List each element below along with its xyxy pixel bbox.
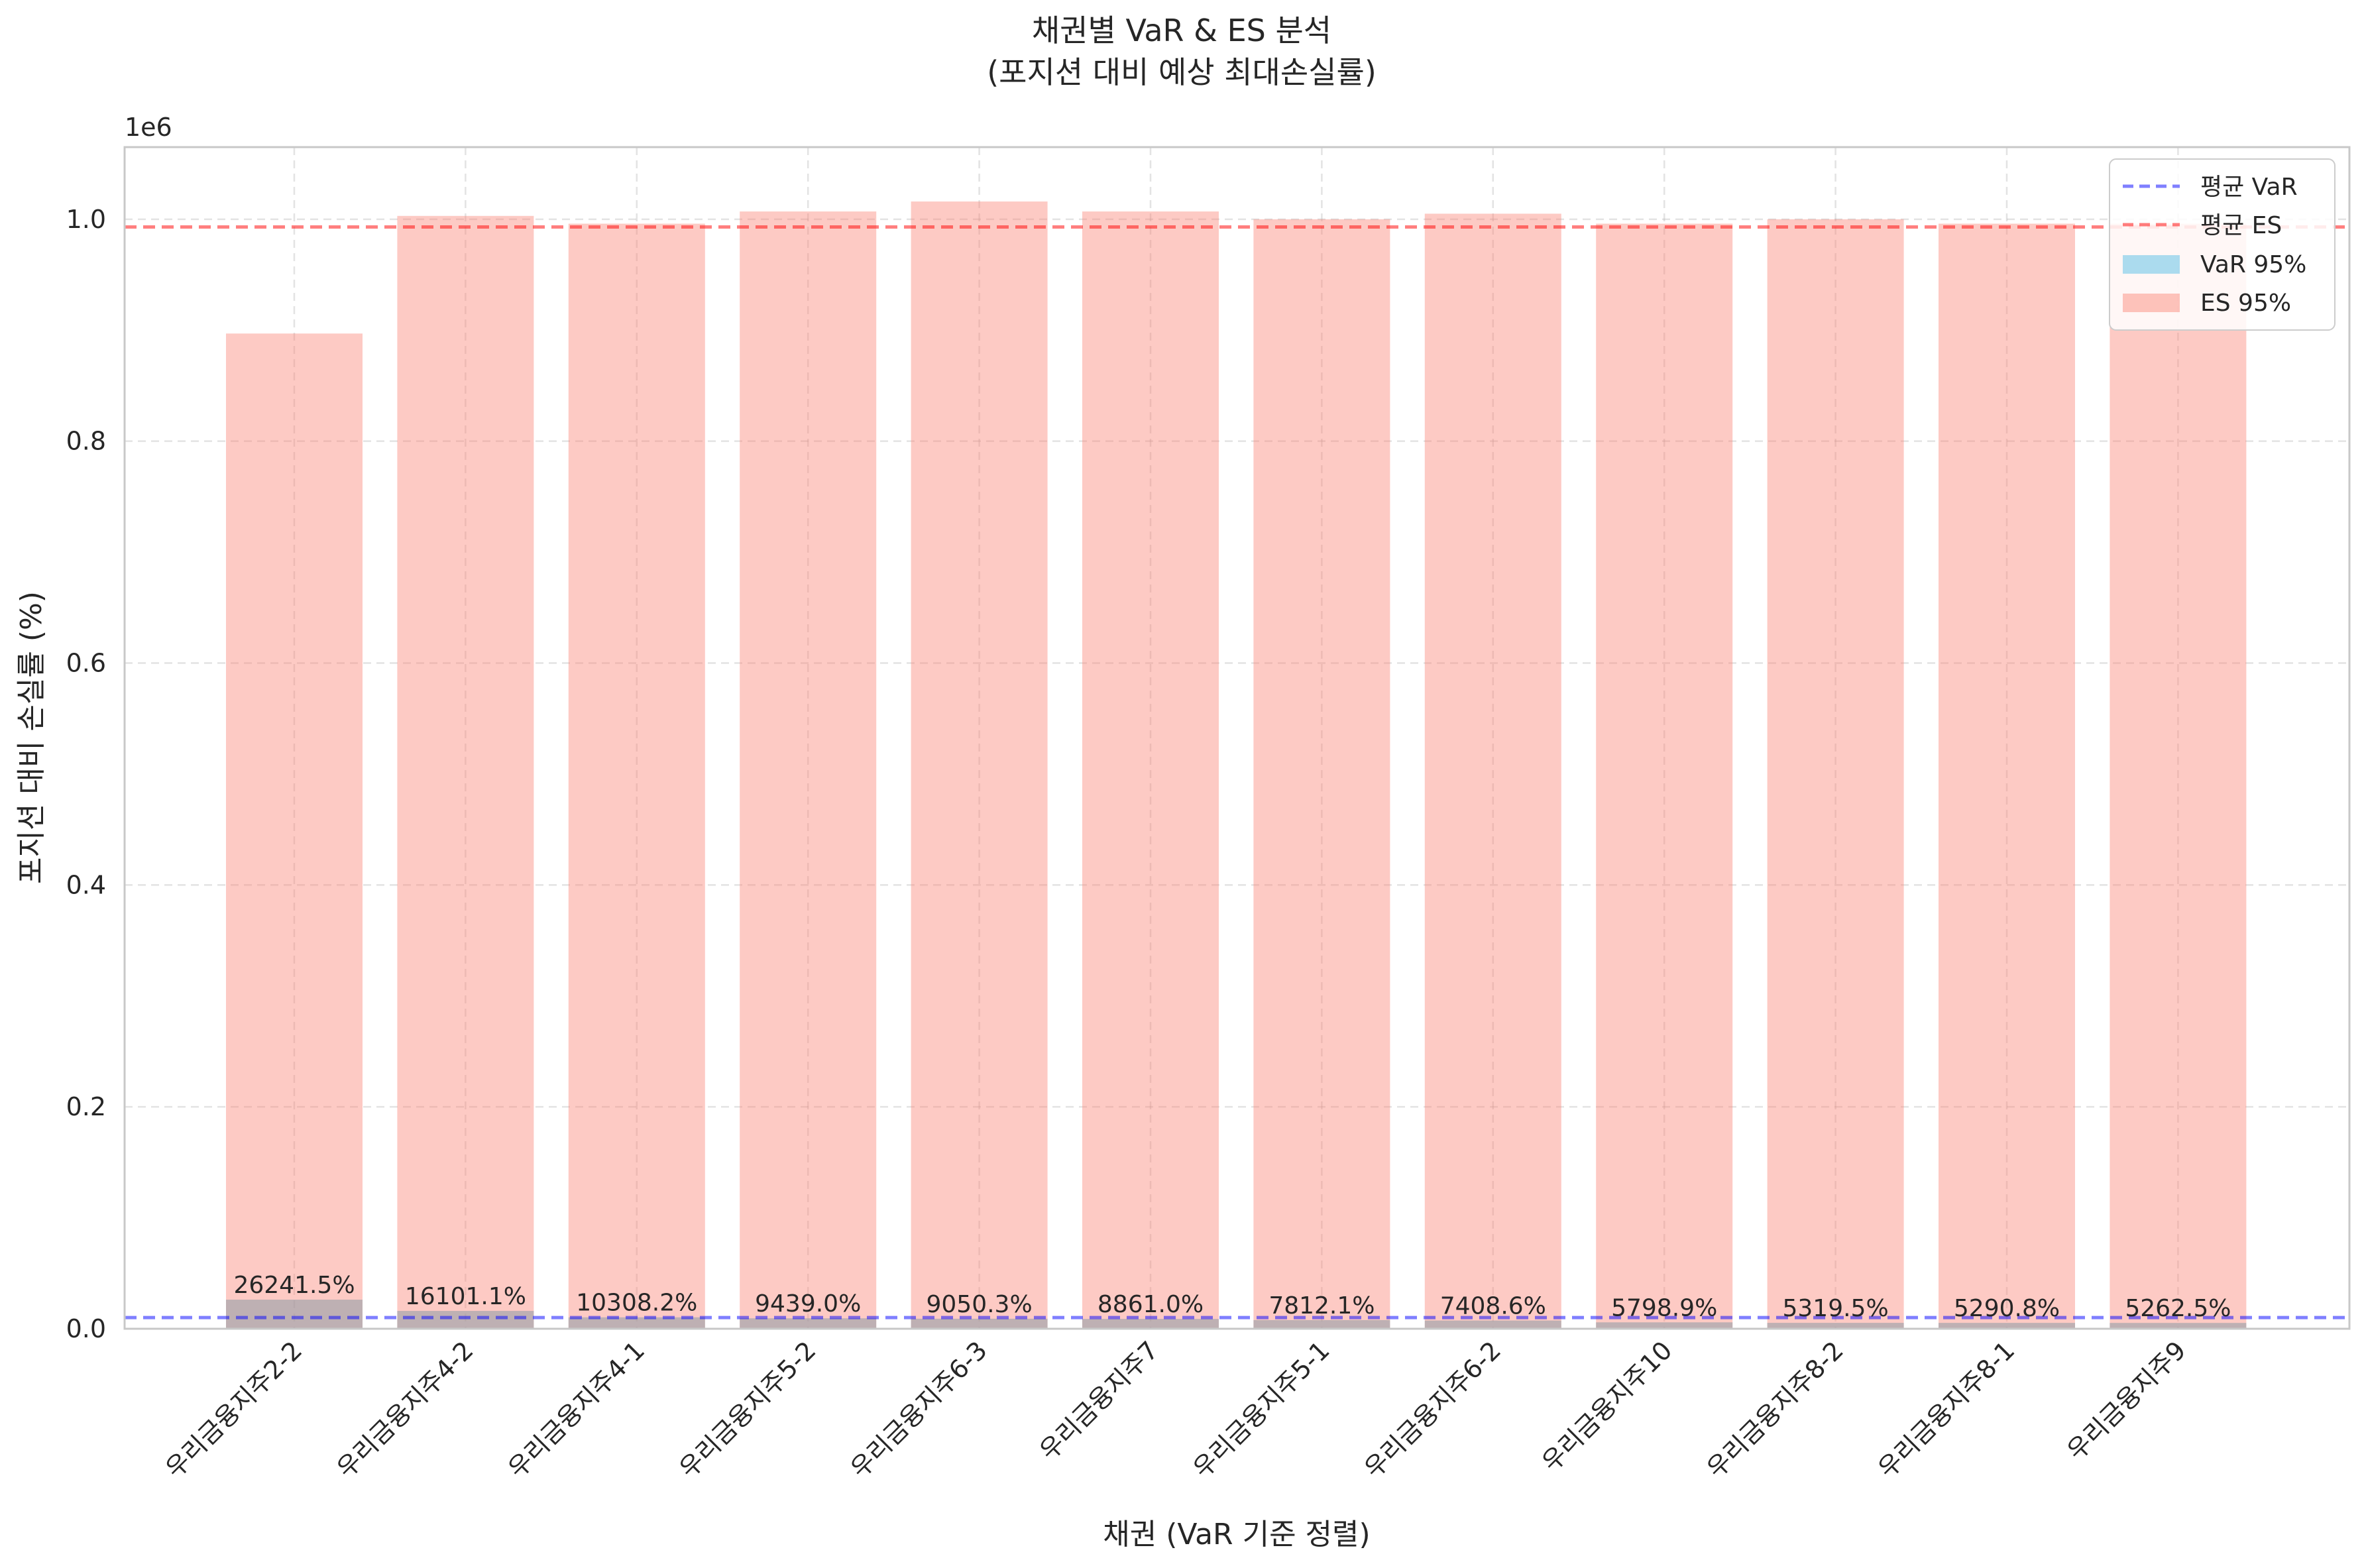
y-axis-label: 포지션 대비 손실률 (%) <box>15 591 48 884</box>
data-label-3: 9439.0% <box>755 1290 861 1317</box>
x-tick-label-2: 우리금융지주4-1 <box>502 1335 650 1483</box>
data-label-1: 16101.1% <box>405 1283 526 1310</box>
var-bar-3 <box>740 1318 877 1329</box>
legend-es-label: ES 95% <box>2200 290 2291 317</box>
var-bar-9 <box>1767 1323 1904 1329</box>
var-bar-2 <box>568 1317 705 1329</box>
var-bar-1 <box>397 1311 534 1329</box>
es-bar-7 <box>1424 213 1561 1329</box>
x-tick-label-0: 우리금융지주2-2 <box>160 1335 308 1483</box>
x-tick-label-3: 우리금융지주5-2 <box>673 1335 821 1483</box>
legend: 평균 VaR 평균 ES VaR 95% ES 95% <box>2109 158 2336 331</box>
data-label-4: 9050.3% <box>927 1291 1033 1318</box>
legend-var-swatch <box>2123 255 2180 274</box>
legend-var-label: VaR 95% <box>2200 251 2306 278</box>
es-bar-10 <box>1939 223 2075 1329</box>
data-label-9: 5319.5% <box>1783 1295 1889 1322</box>
y-offset-label: 1e6 <box>125 113 172 142</box>
es-bar-8 <box>1596 223 1733 1329</box>
es-bars <box>226 201 2247 1329</box>
es-bar-0 <box>226 333 363 1329</box>
es-bar-11 <box>2110 223 2247 1329</box>
var-bar-11 <box>2110 1323 2247 1329</box>
legend-avg-es-label: 평균 ES <box>2200 212 2282 239</box>
y-tick-label-1: 0.2 <box>66 1092 106 1121</box>
x-tick-label-8: 우리금융지주10 <box>1536 1335 1678 1477</box>
data-label-10: 5290.8% <box>1954 1295 2060 1322</box>
x-tick-label-4: 우리금융지주6-3 <box>845 1335 993 1483</box>
data-label-5: 8861.0% <box>1098 1291 1204 1318</box>
plot-frame <box>123 146 2351 1330</box>
y-axis-ticks: 0.0 0.2 0.4 0.6 0.8 1.0 <box>66 205 106 1343</box>
x-tick-label-11: 우리금융지주9 <box>2061 1335 2192 1466</box>
chart-title: 채권별 VaR & ES 분석 <box>1032 13 1331 48</box>
es-bar-6 <box>1253 219 1390 1329</box>
data-labels: 26241.5% 16101.1% 10308.2% 9439.0% 9050.3% 88… <box>233 1272 2231 1322</box>
data-label-2: 10308.2% <box>576 1290 697 1317</box>
var-bar-8 <box>1596 1322 1733 1329</box>
x-tick-label-6: 우리금융지주5-1 <box>1187 1335 1335 1483</box>
y-tick-label-5: 1.0 <box>66 205 106 234</box>
es-bar-5 <box>1082 211 1219 1329</box>
y-tick-label-0: 0.0 <box>66 1314 106 1343</box>
x-tick-label-1: 우리금융지주4-2 <box>331 1335 478 1483</box>
es-bar-4 <box>911 201 1048 1329</box>
data-label-0: 26241.5% <box>233 1272 355 1299</box>
x-tick-label-7: 우리금융지주6-2 <box>1359 1335 1506 1483</box>
es-bar-1 <box>397 215 534 1329</box>
y-tick-label-4: 0.8 <box>66 427 106 456</box>
var-bar-4 <box>911 1318 1048 1329</box>
var-bar-0 <box>226 1300 363 1329</box>
x-axis-ticks: 우리금융지주2-2 우리금융지주4-2 우리금융지주4-1 우리금융지주5-2 우리금융… <box>160 1335 2192 1483</box>
var-bars <box>226 1300 2247 1329</box>
es-bar-2 <box>568 223 705 1329</box>
data-label-7: 7408.6% <box>1440 1293 1546 1320</box>
y-tick-label-3: 0.6 <box>66 648 106 677</box>
legend-box <box>2109 158 2336 331</box>
data-label-8: 5798.9% <box>1611 1294 1717 1321</box>
x-tick-label-9: 우리금융지주8-2 <box>1701 1335 1849 1483</box>
var-bar-10 <box>1939 1323 2075 1329</box>
var-bar-6 <box>1253 1319 1390 1329</box>
es-bar-9 <box>1767 219 1904 1329</box>
grid <box>125 147 2349 1330</box>
x-tick-label-10: 우리금융지주8-1 <box>1872 1335 2020 1483</box>
legend-es-swatch <box>2123 294 2180 312</box>
var-bar-7 <box>1424 1320 1561 1329</box>
var-bar-5 <box>1082 1319 1219 1329</box>
chart-subtitle: (포지션 대비 예상 최대손실률) <box>987 54 1377 90</box>
data-label-6: 7812.1% <box>1268 1292 1375 1319</box>
y-tick-label-2: 0.4 <box>66 870 106 899</box>
es-bar-3 <box>740 211 877 1329</box>
x-axis-label: 채권 (VaR 기준 정렬) <box>1103 1518 1370 1551</box>
legend-avg-var-label: 평균 VaR <box>2200 174 2298 201</box>
data-label-11: 5262.5% <box>2125 1295 2231 1322</box>
x-tick-label-5: 우리금융지주7 <box>1034 1335 1164 1466</box>
